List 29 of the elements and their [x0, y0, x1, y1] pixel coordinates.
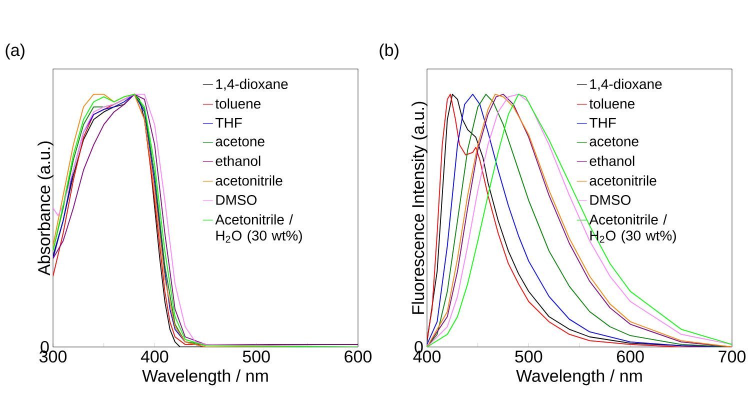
legend-label: 1,4-dioxane — [590, 78, 662, 91]
x-tick-label: 300 — [39, 350, 67, 363]
legend-label: acetone — [590, 137, 638, 146]
x-tick-label: 400 — [413, 350, 441, 363]
x-axis-title: Wavelength / nm — [142, 369, 268, 386]
legend-label: 1,4-dioxane — [216, 78, 288, 91]
x-tick-label: 500 — [515, 350, 542, 363]
legend-label: acetone — [216, 137, 264, 146]
legend-label: DMSO — [216, 195, 257, 205]
x-tick-label: 700 — [718, 350, 746, 363]
y-axis-title: Fluorescence Intensity (a.u.) — [412, 102, 428, 314]
legend-label: ethanol — [216, 156, 260, 166]
legend-label: acetonitrile — [216, 175, 282, 186]
legend-label: toluene — [215, 98, 261, 109]
chart-title: (a) — [6, 44, 24, 60]
x-tick-label: 600 — [344, 350, 372, 363]
chart-title: (b) — [380, 44, 398, 60]
legend-label: toluene — [589, 98, 634, 109]
legend-label: THF — [216, 118, 242, 128]
legend-label: DMSO — [590, 195, 631, 205]
x-axis-title: Wavelength / nm — [516, 369, 642, 386]
legend-label: Acetonitrile / H$_{2}$O (30 wt%) — [215, 214, 302, 244]
y-axis-title: Absorbance (a.u.) — [38, 142, 54, 276]
legend-label: ethanol — [590, 156, 634, 166]
x-tick-label: 600 — [617, 350, 644, 363]
legend-label: acetonitrile — [590, 175, 656, 186]
x-tick-label: 500 — [242, 350, 270, 363]
x-tick-label: 400 — [140, 350, 168, 363]
legend-label: THF — [590, 118, 616, 128]
